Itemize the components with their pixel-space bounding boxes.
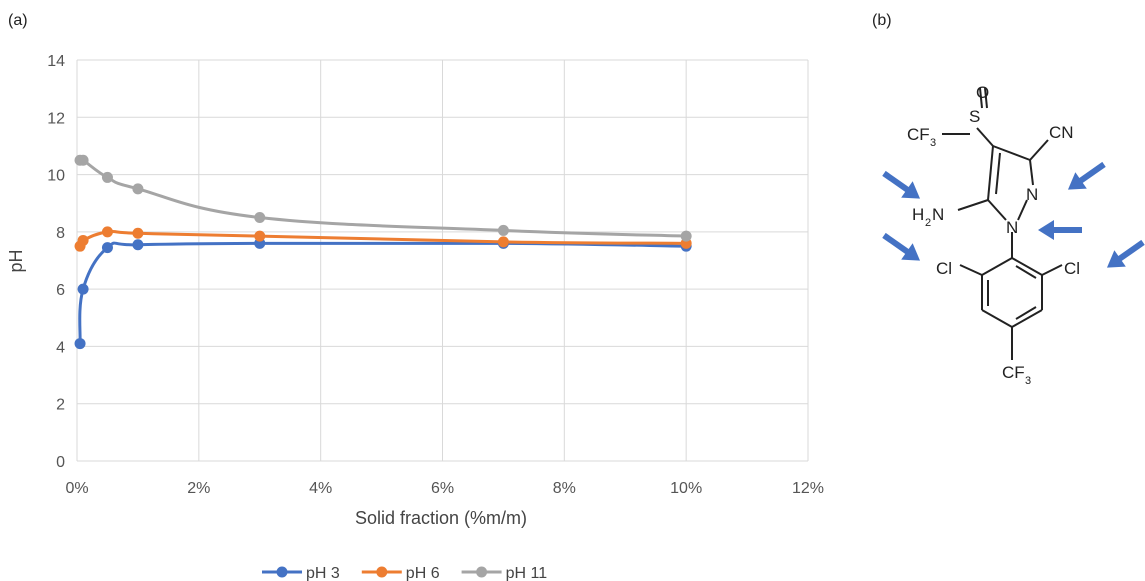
ring-n1-label: N bbox=[1006, 218, 1018, 237]
chloro-right-label: Cl bbox=[1064, 259, 1080, 278]
arrow-icon bbox=[882, 170, 921, 199]
bonds bbox=[942, 87, 1063, 360]
x-tick-label: 10% bbox=[670, 480, 702, 497]
data-point bbox=[132, 227, 144, 239]
x-tick-label: 2% bbox=[187, 480, 210, 497]
legend: pH 3 pH 6 pH 11 bbox=[262, 565, 547, 581]
data-point bbox=[497, 224, 509, 236]
y-tick-label: 14 bbox=[47, 53, 65, 70]
series-line bbox=[78, 241, 687, 344]
arrow-icon bbox=[1067, 161, 1106, 190]
data-point bbox=[77, 234, 89, 246]
y-tick-label: 12 bbox=[47, 110, 65, 127]
ph-chart: 0 2 4 6 8 10 12 14 0% 2% 4% 6% 8% 10% 12% Solid fract… bbox=[6, 53, 824, 581]
legend-label: pH 6 bbox=[406, 565, 440, 581]
y-tick-label: 6 bbox=[56, 282, 65, 299]
data-point bbox=[101, 242, 113, 254]
data-point bbox=[132, 239, 144, 251]
x-tick-label: 8% bbox=[553, 480, 576, 497]
arrow-icon bbox=[1038, 220, 1082, 240]
x-tick-label: 4% bbox=[309, 480, 332, 497]
y-tick-labels: 0 2 4 6 8 10 12 14 bbox=[47, 53, 65, 471]
legend-marker bbox=[276, 566, 288, 578]
cf3-bottom-label: CF bbox=[1002, 363, 1025, 382]
data-point bbox=[254, 212, 266, 224]
cf3-bottom-subscript: 3 bbox=[1025, 375, 1031, 387]
cf3-top-label: CF bbox=[907, 125, 930, 144]
panel-b-label: (b) bbox=[872, 12, 892, 29]
x-tick-label: 0% bbox=[65, 480, 88, 497]
amino-h-label: H bbox=[912, 205, 924, 224]
grid-lines bbox=[76, 59, 809, 462]
amino-n-label: N bbox=[932, 205, 944, 224]
ring-n2-label: N bbox=[1026, 185, 1038, 204]
data-point bbox=[132, 183, 144, 195]
cyano-label: CN bbox=[1049, 123, 1074, 142]
x-tick-label: 6% bbox=[431, 480, 454, 497]
data-point bbox=[77, 283, 89, 295]
fipronil-structure: CF 3 S O CN H 2 N N N Cl Cl CF 3 bbox=[882, 83, 1145, 387]
legend-marker bbox=[376, 566, 388, 578]
y-tick-label: 10 bbox=[47, 168, 65, 185]
series-line bbox=[78, 157, 687, 238]
y-tick-label: 8 bbox=[56, 225, 65, 242]
legend-label: pH 11 bbox=[506, 565, 548, 581]
data-point bbox=[101, 226, 113, 238]
y-tick-label: 2 bbox=[56, 397, 65, 414]
data-point bbox=[74, 338, 86, 350]
arrow-icon bbox=[1106, 239, 1145, 268]
series-points bbox=[74, 154, 692, 350]
x-axis-title: Solid fraction (%m/m) bbox=[355, 508, 527, 528]
x-tick-label: 12% bbox=[792, 480, 824, 497]
data-point bbox=[680, 230, 692, 242]
sulfur-label: S bbox=[969, 107, 980, 126]
data-point bbox=[101, 171, 113, 183]
data-point bbox=[497, 236, 509, 248]
atom-labels: CF 3 S O CN H 2 N N N Cl Cl CF 3 bbox=[907, 83, 1080, 387]
data-point bbox=[254, 230, 266, 242]
x-tick-labels: 0% 2% 4% 6% 8% 10% 12% bbox=[65, 480, 824, 497]
panel-a-label: (a) bbox=[8, 12, 28, 29]
y-tick-label: 0 bbox=[56, 454, 65, 471]
arrows bbox=[882, 161, 1145, 268]
series-lines bbox=[78, 157, 687, 344]
legend-label: pH 3 bbox=[306, 565, 340, 581]
y-axis-title: pH bbox=[6, 249, 26, 272]
data-point bbox=[77, 154, 89, 166]
cf3-top-subscript: 3 bbox=[930, 137, 936, 149]
legend-marker bbox=[476, 566, 488, 578]
arrow-icon bbox=[882, 232, 921, 261]
chloro-left-label: Cl bbox=[936, 259, 952, 278]
oxygen-label: O bbox=[976, 83, 989, 102]
amino-subscript: 2 bbox=[925, 217, 931, 229]
y-tick-label: 4 bbox=[56, 339, 65, 356]
